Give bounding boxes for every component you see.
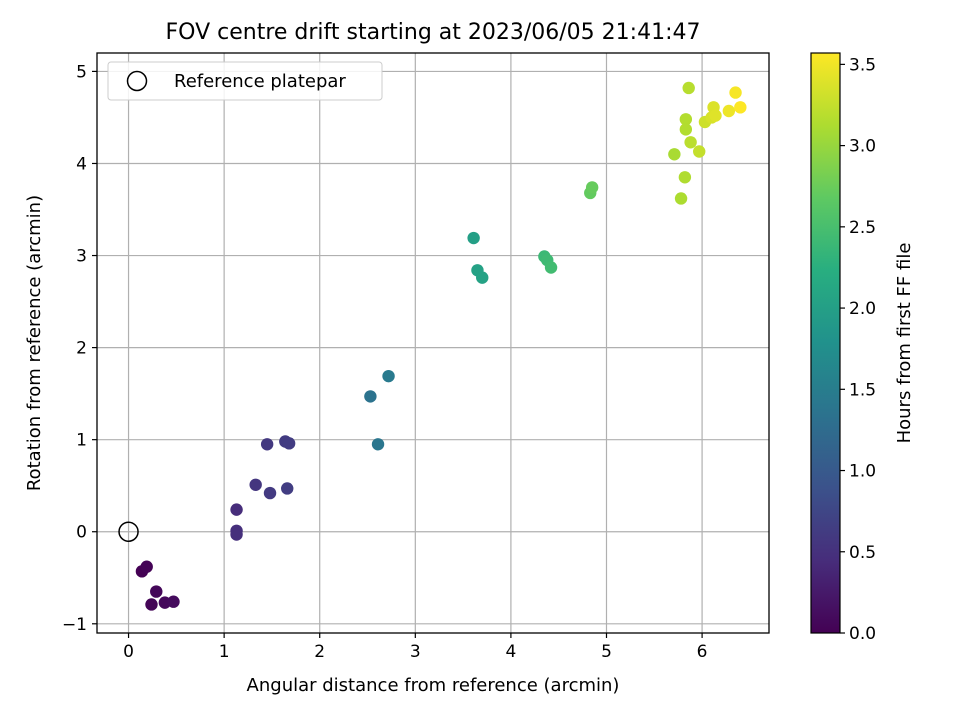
data-point: [585, 181, 599, 194]
plot-frame: [96, 52, 770, 634]
x-tick-label: 4: [505, 642, 516, 662]
data-point: [150, 585, 163, 598]
x-tick-label: 6: [697, 642, 708, 662]
data-point: [668, 148, 681, 161]
colorbar: 0.0 0.5 1.0 1.5 2.0 2.5 3.0 3.5 Hours from firs…: [810, 52, 915, 644]
y-axis: −1 0 1 2 3 4 5: [62, 62, 97, 635]
y-axis-label: Rotation from reference (arcmin): [24, 195, 45, 491]
data-points: [118, 81, 747, 611]
data-point: [679, 113, 693, 126]
colorbar-tick-label: 2.5: [849, 218, 876, 238]
x-tick-label: 0: [123, 642, 134, 662]
legend-label-reference: Reference platepar: [174, 71, 346, 92]
y-tick-label: 4: [76, 154, 87, 174]
y-tick-label: 2: [76, 339, 87, 359]
y-tick-label: 5: [76, 62, 87, 82]
data-point: [145, 598, 158, 611]
x-tick-label: 5: [601, 642, 612, 662]
x-axis: 0 1 2 3 4 5 6: [123, 633, 708, 662]
data-point: [167, 595, 180, 608]
legend-box: [107, 61, 383, 101]
colorbar-tick-label: 3.0: [849, 137, 876, 157]
data-point: [476, 271, 489, 284]
colorbar-tick-label: 1.0: [849, 462, 876, 482]
data-point: [729, 86, 742, 99]
data-point: [682, 81, 695, 95]
data-point: [693, 145, 706, 158]
data-point: [281, 482, 294, 495]
data-point: [282, 437, 296, 450]
colorbar-tick-label: 0.5: [849, 543, 876, 563]
y-tick-label: −1: [62, 615, 87, 635]
data-point: [734, 101, 747, 114]
colorbar-tick-label: 2.0: [849, 299, 876, 319]
data-point: [684, 136, 697, 149]
colorbar-tick-label: 3.5: [849, 55, 876, 75]
chart-title: FOV centre drift starting at 2023/06/05 …: [166, 20, 701, 45]
data-point: [679, 123, 693, 136]
data-point: [382, 369, 395, 383]
colorbar-ticks: 0.0 0.5 1.0 1.5 2.0 2.5 3.0 3.5: [840, 55, 876, 644]
data-point: [249, 478, 262, 491]
colorbar-gradient: [810, 52, 841, 634]
data-point: [544, 261, 558, 274]
data-point: [371, 438, 385, 451]
data-point: [260, 438, 274, 451]
data-point: [230, 503, 243, 516]
grid-lines: [97, 53, 769, 633]
data-point: [678, 171, 692, 184]
colorbar-tick-label: 0.0: [849, 624, 876, 644]
x-tick-label: 2: [314, 642, 325, 662]
data-point: [230, 528, 243, 541]
colorbar-label: Hours from first FF file: [894, 243, 915, 444]
data-point: [674, 192, 688, 205]
x-tick-label: 1: [219, 642, 230, 662]
data-point: [722, 104, 736, 118]
colorbar-tick-label: 1.5: [849, 380, 876, 400]
data-point: [140, 560, 153, 573]
reference-platepar-marker: [118, 521, 139, 542]
data-point: [467, 231, 480, 245]
data-point: [709, 109, 722, 122]
data-point: [364, 390, 377, 403]
y-tick-label: 1: [76, 431, 87, 451]
data-point: [263, 486, 277, 500]
y-tick-label: 0: [76, 523, 87, 543]
x-tick-label: 3: [410, 642, 421, 662]
legend-marker-reference: [126, 70, 148, 92]
x-axis-label: Angular distance from reference (arcmin): [247, 675, 620, 696]
legend: Reference platepar: [107, 61, 383, 101]
y-tick-label: 3: [76, 247, 87, 267]
